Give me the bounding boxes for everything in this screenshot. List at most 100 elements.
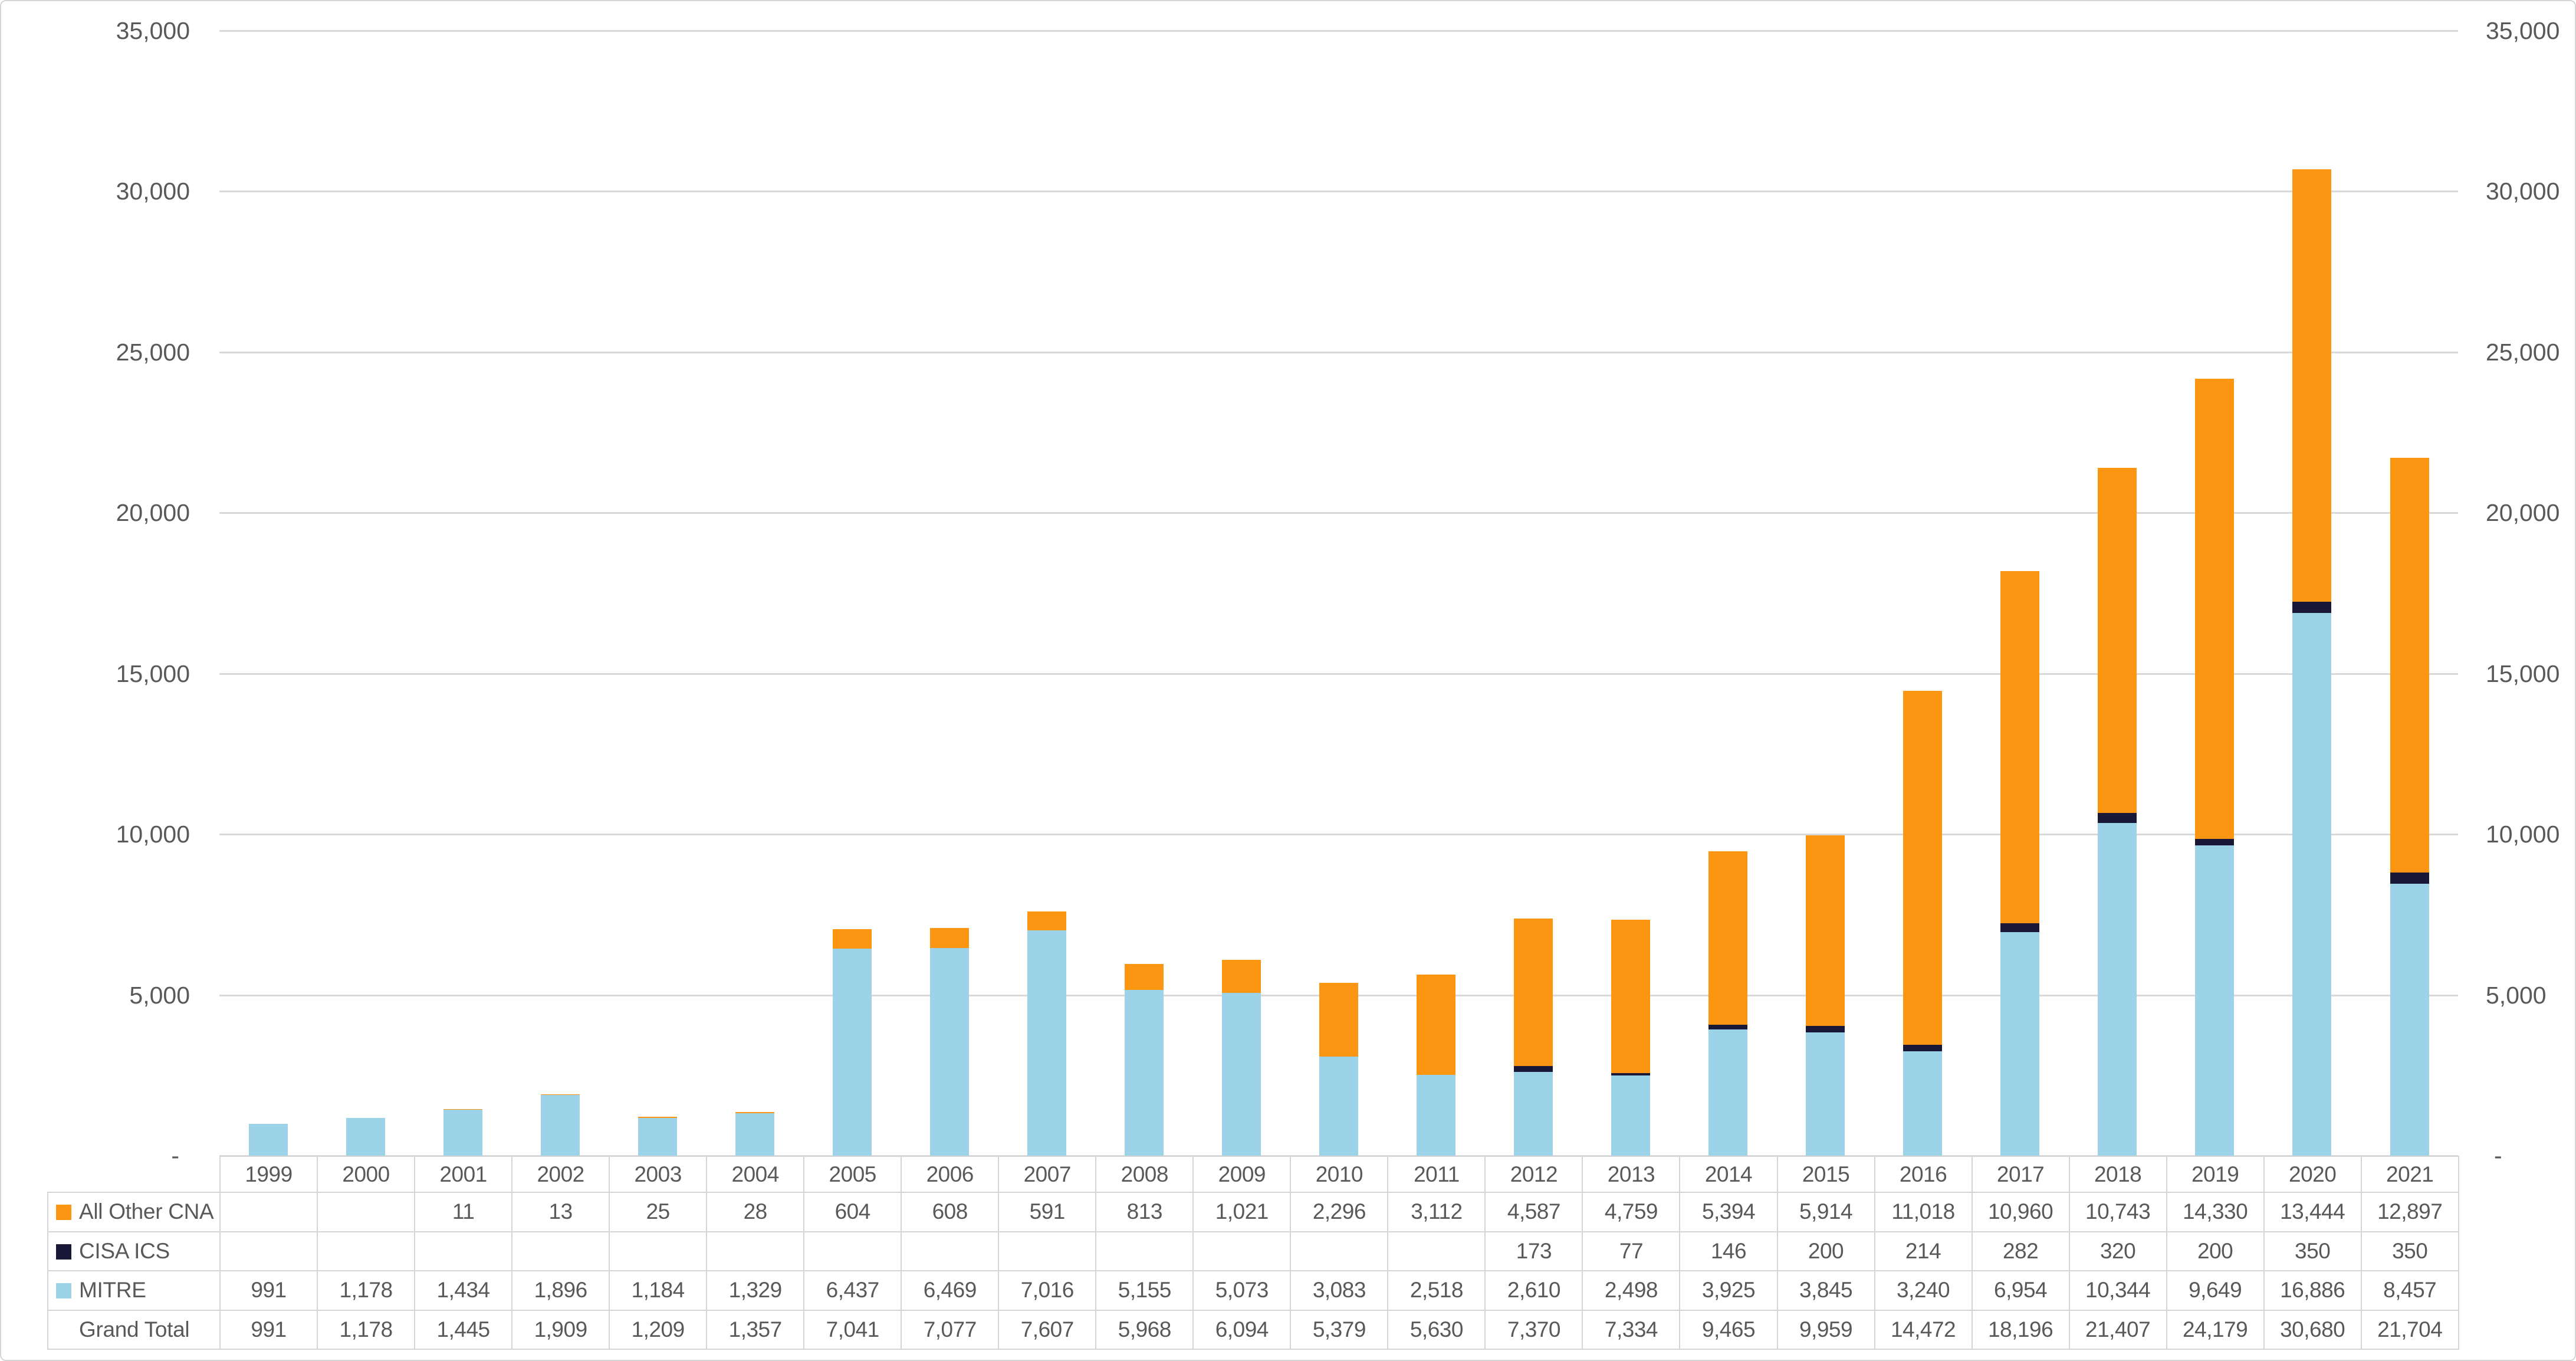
table-cell: 5,968 [1095,1309,1194,1350]
table-cell: 591 [998,1192,1097,1232]
table-cell: 1,896 [511,1270,610,1311]
bar-segment-all-other-cna [1027,911,1066,930]
table-cell [219,1231,318,1271]
bar-segment-all-other-cna [2000,570,2040,923]
y-tick-label-right: 10,000 [2486,821,2560,848]
bar-segment-all-other-cna [1319,982,1358,1057]
year-header-cell: 2006 [901,1156,1000,1193]
table-cell [1095,1231,1194,1271]
table-cell: 7,016 [998,1270,1097,1311]
bar-segment-all-other-cna [1806,835,1845,1026]
year-header-cell: 2011 [1387,1156,1486,1193]
table-cell: 3,083 [1290,1270,1389,1311]
y-tick-label-right: 30,000 [2486,178,2560,205]
table-cell: 11 [414,1192,513,1232]
table-cell: 350 [2263,1231,2362,1271]
table-cell [803,1231,902,1271]
table-cell: 3,240 [1874,1270,1973,1311]
bar-segment-all-other-cna [1708,851,1748,1025]
bar-segment-mitre [346,1117,385,1156]
table-cell: 991 [219,1270,318,1311]
table-cell: 173 [1484,1231,1583,1271]
bar-segment-all-other-cna [1514,919,1553,1067]
table-cell: 1,445 [414,1309,513,1350]
table-cell: 5,914 [1776,1192,1875,1232]
gridline [219,191,2458,193]
year-header-cell: 2010 [1290,1156,1389,1193]
table-cell: 1,357 [706,1309,805,1350]
table-cell [219,1192,318,1232]
table-cell: 1,209 [609,1309,708,1350]
data-table: 1999 2000 2001 2002 2003 2004 2005 2006 2007 2008… [47,1156,2459,1350]
year-header-cell: 2008 [1095,1156,1194,1193]
table-cell: 14,472 [1874,1309,1973,1350]
table-cell: 13 [511,1192,610,1232]
table-cell: 1,329 [706,1270,805,1311]
table-cell: 1,909 [511,1309,610,1350]
bar-segment-mitre [735,1113,774,1156]
table-cell: 13,444 [2263,1192,2362,1232]
y-tick-label-left: 20,000 [116,499,190,527]
table-cell: 9,649 [2166,1270,2265,1311]
table-cell: 608 [901,1192,1000,1232]
bar-segment-mitre [2000,932,2040,1156]
year-header-cell: 2018 [2068,1156,2167,1193]
bar-2012 [1514,31,1553,1156]
table-cell: 10,960 [1971,1192,2070,1232]
table-cell: 18,196 [1971,1309,2070,1350]
y-tick-label-right: - [2494,1142,2502,1169]
table-cell: 1,178 [317,1270,416,1311]
bar-2005 [832,31,872,1156]
table-cell: 200 [2166,1231,2265,1271]
y-tick-label-left: 25,000 [116,338,190,366]
bar-segment-mitre [638,1117,677,1156]
table-row-cisa-ics: CISA ICS 173 77 146 200 214 282 320 200 350 350 [47,1231,2459,1271]
bar-segment-all-other-cna [1417,975,1455,1075]
table-cell: 7,041 [803,1309,902,1350]
table-cell: 214 [1874,1231,1973,1271]
bar-segment-cisa-ics [1903,1044,1943,1052]
bar-2009 [1221,31,1261,1156]
bar-segment-cisa-ics [1514,1066,1553,1072]
table-cell: 4,759 [1582,1192,1681,1232]
bar-segment-mitre [2195,845,2235,1156]
table-cell: 604 [803,1192,902,1232]
row-label-text: MITRE [79,1278,146,1303]
bar-segment-mitre [248,1124,288,1156]
bar-2004 [735,31,774,1156]
table-cell: 6,954 [1971,1270,2070,1311]
year-header-cell: 2009 [1192,1156,1292,1193]
year-header-cell: 1999 [219,1156,318,1193]
table-row-mitre: MITRE 991 1,178 1,434 1,896 1,184 1,329 6,437 6,… [47,1270,2459,1311]
bar-segment-all-other-cna [1611,920,1651,1073]
bar-segment-cisa-ics [2292,601,2332,613]
table-cell: 2,498 [1582,1270,1681,1311]
table-cell: 7,334 [1582,1309,1681,1350]
table-cell [1192,1231,1292,1271]
table-cell: 7,077 [901,1309,1000,1350]
y-tick-label-right: 35,000 [2486,17,2560,44]
bar-segment-all-other-cna [735,1112,774,1113]
y-tick-label-left: 30,000 [116,178,190,205]
year-header-cell: 2015 [1776,1156,1875,1193]
bar-2015 [1806,31,1845,1156]
row-label-text: Grand Total [79,1317,190,1342]
year-header-cell: 2007 [998,1156,1097,1193]
y-axis-right: 35,000 30,000 25,000 20,000 15,000 10,000 5,00… [2486,1,2575,1360]
row-label: CISA ICS [47,1231,221,1271]
table-cell: 3,925 [1679,1270,1778,1311]
table-cell: 282 [1971,1231,2070,1271]
table-cell: 6,437 [803,1270,902,1311]
bar-segment-cisa-ics [2195,839,2235,846]
table-cell: 16,886 [2263,1270,2362,1311]
table-cell: 991 [219,1309,318,1350]
table-cell [706,1231,805,1271]
table-cell: 5,155 [1095,1270,1194,1311]
table-cell: 6,469 [901,1270,1000,1311]
table-row-grand-total: Grand Total 991 1,178 1,445 1,909 1,209 1,357 7… [47,1309,2459,1350]
row-label-text: All Other CNA [79,1199,214,1224]
year-header-cell: 2001 [414,1156,513,1193]
table-cell: 200 [1776,1231,1875,1271]
bar-2020 [2292,31,2332,1156]
